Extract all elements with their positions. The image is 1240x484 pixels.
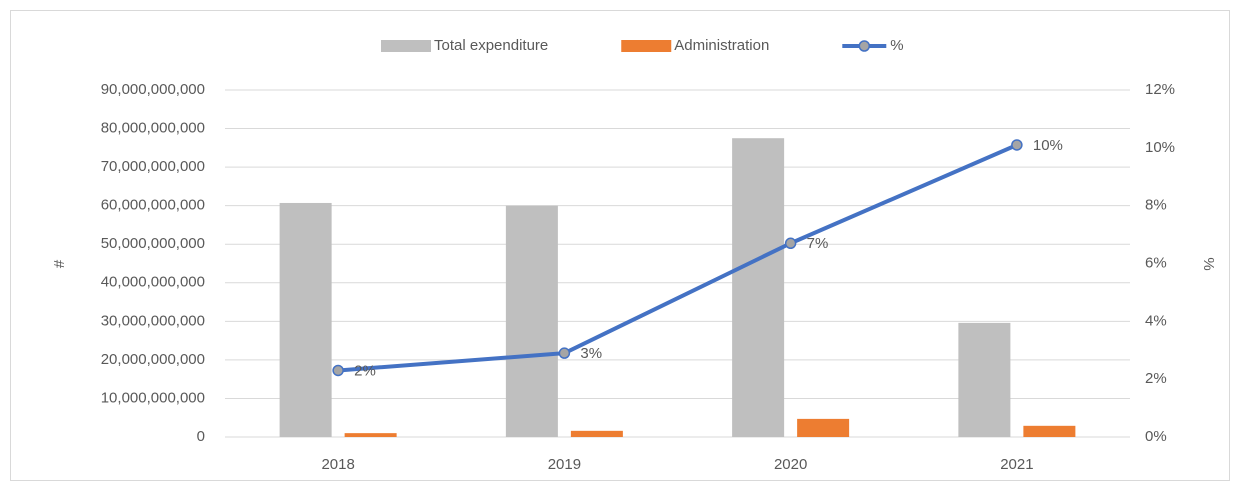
legend-swatch [858,40,871,52]
y2-tick-label: 8% [1145,197,1167,214]
bar [344,433,397,437]
data-label: 2% [354,362,376,379]
y-tick-label: 30,000,000,000 [101,312,205,329]
bar [570,430,623,437]
legend-swatch [381,40,431,52]
line [337,143,1018,373]
y2-tick-label: 0% [1145,428,1167,445]
y2-axis-title: % [1200,257,1217,270]
y2-tick-label: 6% [1145,254,1167,271]
legend-label: Total expenditure [434,37,548,54]
marker [784,237,797,250]
legend-swatch [621,40,672,52]
y-axis-title: # [51,259,68,268]
y2-tick-label: 2% [1145,370,1167,387]
y-tick-label: 40,000,000,000 [101,274,205,291]
data-label: 7% [807,235,829,252]
legend-label: Administration [674,37,769,54]
chart-border [10,10,1230,481]
data-label: 10% [1033,137,1063,154]
y-tick-label: 50,000,000,000 [101,235,205,252]
marker [1011,139,1023,151]
y2-tick-label: 12% [1145,81,1175,98]
data-label: 3% [580,345,602,362]
bar [732,138,785,437]
x-tick-label: 2021 [1000,456,1033,473]
bar [279,202,332,437]
x-tick-label: 2019 [548,456,581,473]
y-tick-label: 60,000,000,000 [101,197,205,214]
marker [558,347,571,359]
marker [332,364,344,377]
legend-label: % [890,37,903,54]
x-tick-label: 2018 [321,456,354,473]
y2-tick-label: 10% [1145,139,1175,156]
x-tick-label: 2020 [774,456,807,473]
bar [797,418,850,437]
y-tick-label: 70,000,000,000 [101,158,205,175]
bar [505,205,558,437]
y2-tick-label: 4% [1145,312,1167,329]
bar [1023,425,1076,437]
y-tick-label: 80,000,000,000 [101,120,205,137]
y-tick-label: 20,000,000,000 [101,351,205,368]
y-tick-label: 0 [197,428,205,445]
bar [958,322,1011,437]
y-tick-label: 90,000,000,000 [101,81,205,98]
y-tick-label: 10,000,000,000 [101,389,205,406]
